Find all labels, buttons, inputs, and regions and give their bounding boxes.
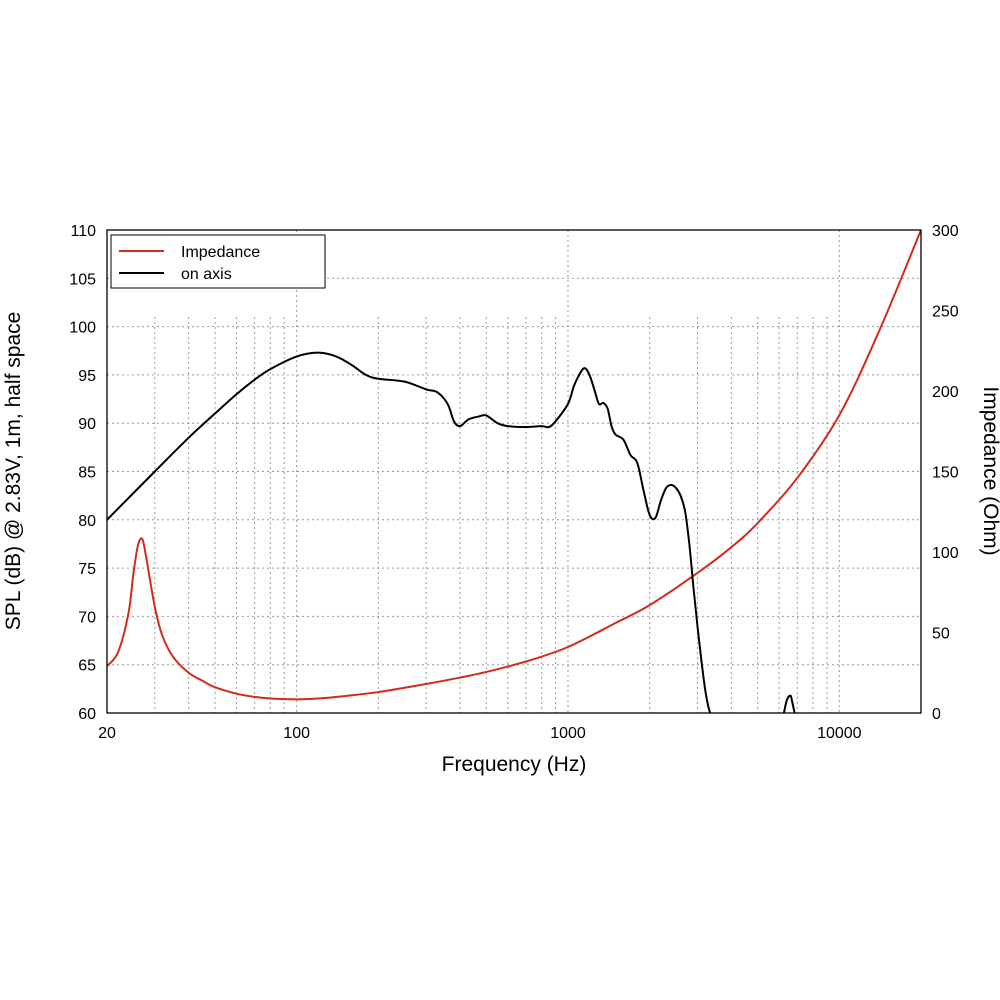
x-tick-label: 10000 (817, 725, 862, 742)
y-tick-label: 85 (78, 465, 96, 482)
x-tick-label: 20 (98, 725, 116, 742)
y2-tick-label: 0 (932, 706, 941, 723)
x-axis-label: Frequency (Hz) (442, 753, 587, 776)
series-line-on-axis-fragment (782, 694, 796, 713)
y-tick-label: 95 (78, 368, 96, 385)
y-tick-label: 65 (78, 658, 96, 675)
series-line-on-axis (107, 351, 712, 713)
y2-tick-label: 200 (932, 384, 959, 401)
y2-tick-label: 100 (932, 545, 959, 562)
legend-box (110, 234, 326, 289)
series-lines (107, 230, 921, 713)
y-tick-label: 105 (69, 271, 96, 288)
y2-tick-label: 250 (932, 304, 959, 321)
plot-frame (106, 229, 922, 714)
y-tick-label: 90 (78, 416, 96, 433)
grid-lines (107, 230, 921, 713)
y2-tick-label: 50 (932, 626, 950, 643)
legend: Impedance on axis (110, 234, 326, 289)
y-axis-label: SPL (dB) @ 2.83V, 1m, half space (2, 312, 25, 631)
y-tick-label: 75 (78, 561, 96, 578)
x-tick-label: 100 (283, 725, 310, 742)
legend-label-impedance: Impedance (181, 244, 260, 261)
x-tick-label: 1000 (550, 725, 586, 742)
y-tick-label: 60 (78, 706, 96, 723)
tick-labels: 60 65 70 75 80 85 90 95 100 105 110 0 50 100 150 200 250… (69, 223, 959, 742)
y2-axis-label: Impedance (Ohm) (979, 386, 1000, 555)
y2-tick-label: 150 (932, 465, 959, 482)
y-tick-label: 110 (70, 223, 96, 240)
y2-tick-label: 300 (932, 223, 959, 240)
y-tick-label: 100 (69, 320, 96, 337)
series-line-impedance (107, 230, 921, 701)
y-tick-label: 70 (78, 609, 96, 626)
y-tick-label: 80 (78, 513, 96, 530)
legend-label-on-axis: on axis (181, 266, 232, 283)
